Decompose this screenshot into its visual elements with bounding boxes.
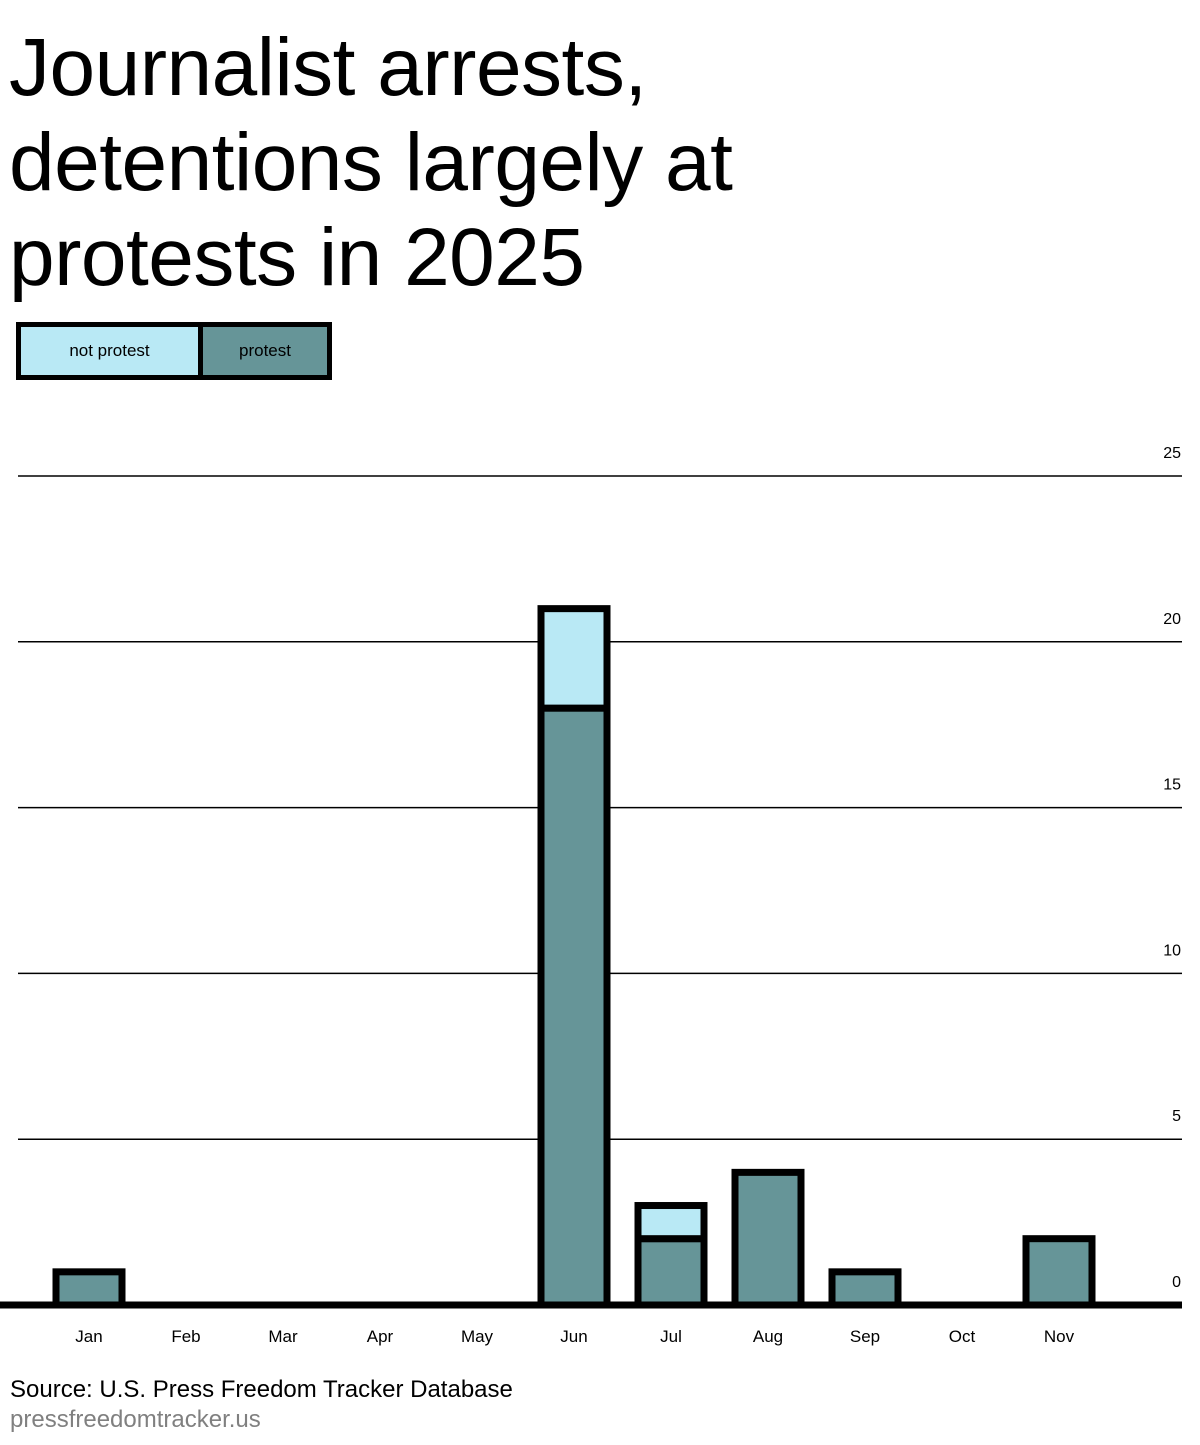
y-tick-label-15: 15 bbox=[1163, 777, 1181, 794]
legend: not protest protest bbox=[16, 322, 332, 380]
legend-label-protest: protest bbox=[239, 341, 291, 360]
x-tick-label-feb: Feb bbox=[171, 1327, 200, 1346]
bar-chart: 0 5 10 15 20 25 Jan Feb Mar Apr May Jun Jul Aug Sep Oct… bbox=[0, 445, 1182, 1346]
x-tick-label-oct: Oct bbox=[949, 1327, 976, 1346]
y-tick-label-20: 20 bbox=[1163, 611, 1181, 628]
x-tick-label-apr: Apr bbox=[367, 1327, 394, 1346]
bar-not-protest-jul bbox=[634, 1202, 708, 1243]
bar-protest-jul bbox=[634, 1235, 708, 1309]
x-tick-label-jun: Jun bbox=[560, 1327, 587, 1346]
x-tick-label-sep: Sep bbox=[850, 1327, 880, 1346]
y-tick-label-10: 10 bbox=[1163, 942, 1181, 959]
bar-protest-sep bbox=[828, 1268, 902, 1309]
legend-item-protest: protest bbox=[203, 322, 332, 380]
legend-item-not-protest: not protest bbox=[16, 322, 203, 380]
chart-title: Journalist arrests, detentions largely a… bbox=[9, 22, 733, 303]
x-tick-label-nov: Nov bbox=[1044, 1327, 1075, 1346]
y-tick-label-0: 0 bbox=[1172, 1274, 1181, 1291]
bar-protest-jan bbox=[52, 1268, 126, 1309]
y-tick-label-5: 5 bbox=[1172, 1108, 1181, 1125]
legend-label-not-protest: not protest bbox=[69, 341, 150, 360]
bar-protest-aug bbox=[731, 1168, 805, 1309]
x-tick-label-may: May bbox=[461, 1327, 494, 1346]
x-tick-label-jul: Jul bbox=[660, 1327, 682, 1346]
bar-protest-nov bbox=[1022, 1235, 1096, 1309]
x-tick-label-mar: Mar bbox=[268, 1327, 298, 1346]
bar-protest-jun bbox=[537, 704, 611, 1309]
y-tick-label-25: 25 bbox=[1163, 445, 1181, 462]
bar-not-protest-jun bbox=[537, 605, 611, 712]
x-tick-label-jan: Jan bbox=[75, 1327, 102, 1346]
source-note: Source: U.S. Press Freedom Tracker Datab… bbox=[10, 1376, 513, 1403]
site-url: pressfreedomtracker.us bbox=[10, 1406, 261, 1433]
x-tick-label-aug: Aug bbox=[753, 1327, 783, 1346]
